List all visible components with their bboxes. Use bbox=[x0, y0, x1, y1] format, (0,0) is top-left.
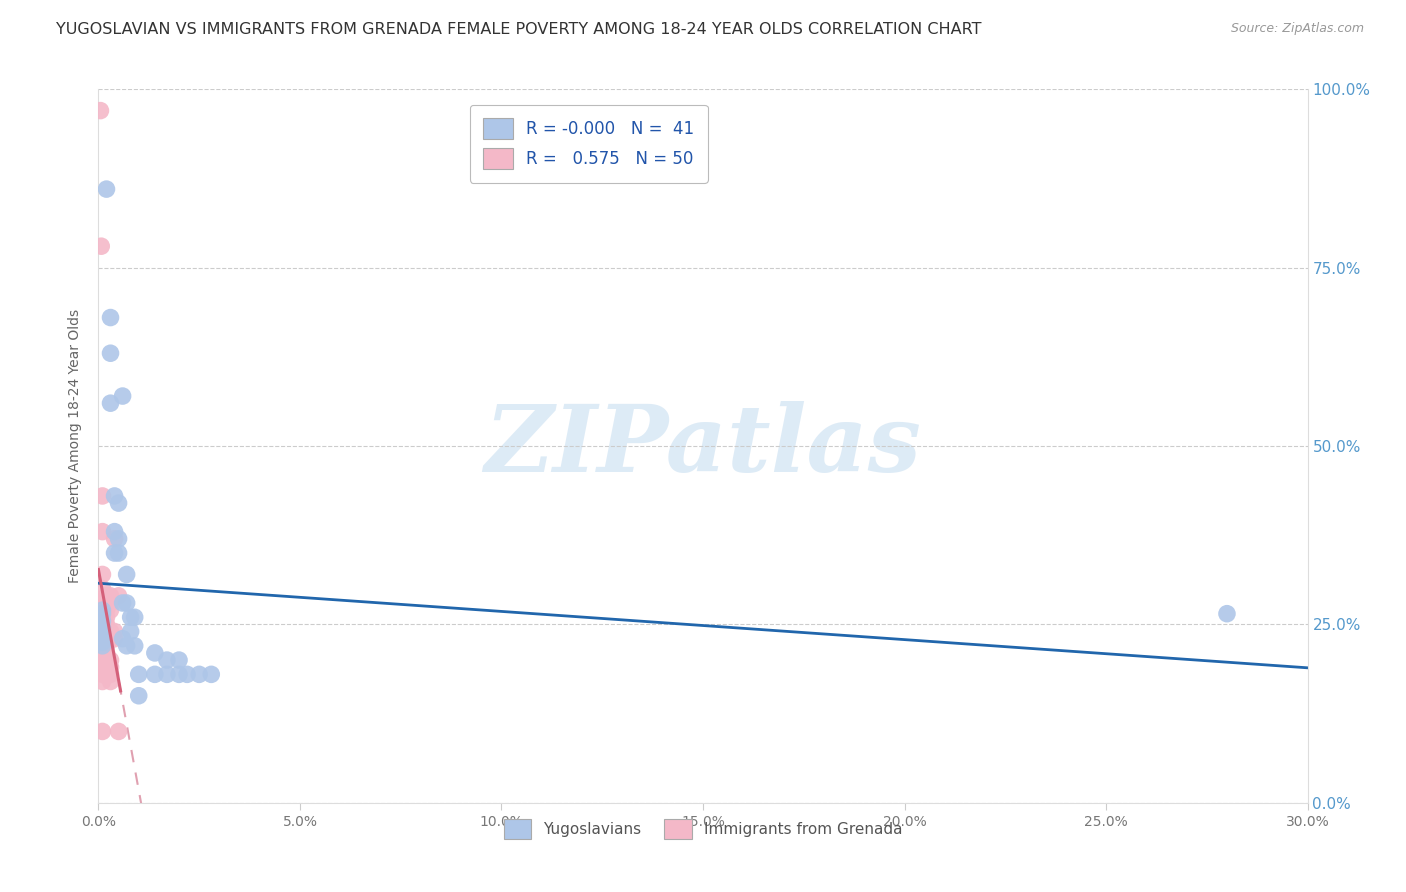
Point bbox=[91, 724, 114, 739]
Point bbox=[167, 667, 190, 681]
Point bbox=[103, 532, 125, 546]
Point bbox=[115, 639, 138, 653]
Point bbox=[100, 674, 122, 689]
Point bbox=[100, 346, 122, 360]
Point bbox=[96, 621, 118, 635]
Point bbox=[91, 582, 114, 596]
Point bbox=[96, 596, 118, 610]
Point bbox=[100, 653, 122, 667]
Point bbox=[111, 632, 134, 646]
Point bbox=[1216, 607, 1239, 621]
Point bbox=[89, 103, 111, 118]
Text: Source: ZipAtlas.com: Source: ZipAtlas.com bbox=[1230, 22, 1364, 36]
Point bbox=[96, 653, 118, 667]
Legend: Yugoslavians, Immigrants from Grenada: Yugoslavians, Immigrants from Grenada bbox=[498, 814, 908, 845]
Point bbox=[91, 628, 114, 642]
Point bbox=[91, 603, 114, 617]
Point bbox=[103, 632, 125, 646]
Point bbox=[100, 660, 122, 674]
Point bbox=[91, 667, 114, 681]
Point bbox=[91, 567, 114, 582]
Point bbox=[103, 546, 125, 560]
Point bbox=[91, 607, 114, 621]
Point bbox=[96, 646, 118, 660]
Point bbox=[167, 653, 190, 667]
Point bbox=[120, 610, 142, 624]
Point bbox=[100, 596, 122, 610]
Point bbox=[91, 610, 114, 624]
Point bbox=[91, 632, 114, 646]
Point bbox=[124, 610, 146, 624]
Point bbox=[107, 546, 129, 560]
Point bbox=[103, 524, 125, 539]
Point bbox=[96, 628, 118, 642]
Point bbox=[91, 596, 114, 610]
Point bbox=[91, 617, 114, 632]
Point bbox=[91, 614, 114, 628]
Point bbox=[96, 617, 118, 632]
Text: YUGOSLAVIAN VS IMMIGRANTS FROM GRENADA FEMALE POVERTY AMONG 18-24 YEAR OLDS CORR: YUGOSLAVIAN VS IMMIGRANTS FROM GRENADA F… bbox=[56, 22, 981, 37]
Point bbox=[90, 239, 112, 253]
Point bbox=[111, 389, 134, 403]
Point bbox=[96, 624, 118, 639]
Point bbox=[91, 628, 114, 642]
Point bbox=[120, 624, 142, 639]
Point bbox=[143, 667, 166, 681]
Point bbox=[103, 489, 125, 503]
Point bbox=[91, 674, 114, 689]
Point bbox=[91, 639, 114, 653]
Point bbox=[188, 667, 211, 681]
Point bbox=[100, 624, 122, 639]
Point bbox=[91, 635, 114, 649]
Point bbox=[100, 603, 122, 617]
Point bbox=[156, 653, 179, 667]
Point bbox=[91, 646, 114, 660]
Point bbox=[115, 596, 138, 610]
Point bbox=[176, 667, 198, 681]
Point bbox=[91, 632, 114, 646]
Point bbox=[96, 660, 118, 674]
Point bbox=[91, 621, 114, 635]
Point bbox=[200, 667, 222, 681]
Point bbox=[128, 689, 150, 703]
Point bbox=[91, 624, 114, 639]
Point bbox=[91, 621, 114, 635]
Point bbox=[96, 639, 118, 653]
Point bbox=[100, 589, 122, 603]
Point bbox=[91, 660, 114, 674]
Point bbox=[156, 667, 179, 681]
Point bbox=[91, 489, 114, 503]
Point bbox=[107, 724, 129, 739]
Point bbox=[91, 653, 114, 667]
Point bbox=[107, 532, 129, 546]
Point bbox=[96, 603, 118, 617]
Y-axis label: Female Poverty Among 18-24 Year Olds: Female Poverty Among 18-24 Year Olds bbox=[69, 309, 83, 583]
Point bbox=[91, 642, 114, 657]
Point bbox=[143, 646, 166, 660]
Point bbox=[91, 639, 114, 653]
Point bbox=[103, 624, 125, 639]
Point bbox=[96, 182, 118, 196]
Point bbox=[111, 596, 134, 610]
Point bbox=[100, 667, 122, 681]
Point bbox=[115, 567, 138, 582]
Point bbox=[124, 639, 146, 653]
Point bbox=[107, 589, 129, 603]
Text: ZIPatlas: ZIPatlas bbox=[485, 401, 921, 491]
Point bbox=[128, 667, 150, 681]
Point bbox=[91, 624, 114, 639]
Point bbox=[100, 396, 122, 410]
Point bbox=[107, 496, 129, 510]
Point bbox=[100, 632, 122, 646]
Point bbox=[91, 524, 114, 539]
Point bbox=[91, 607, 114, 621]
Point bbox=[96, 610, 118, 624]
Point bbox=[96, 589, 118, 603]
Point bbox=[100, 310, 122, 325]
Point bbox=[91, 614, 114, 628]
Point bbox=[91, 603, 114, 617]
